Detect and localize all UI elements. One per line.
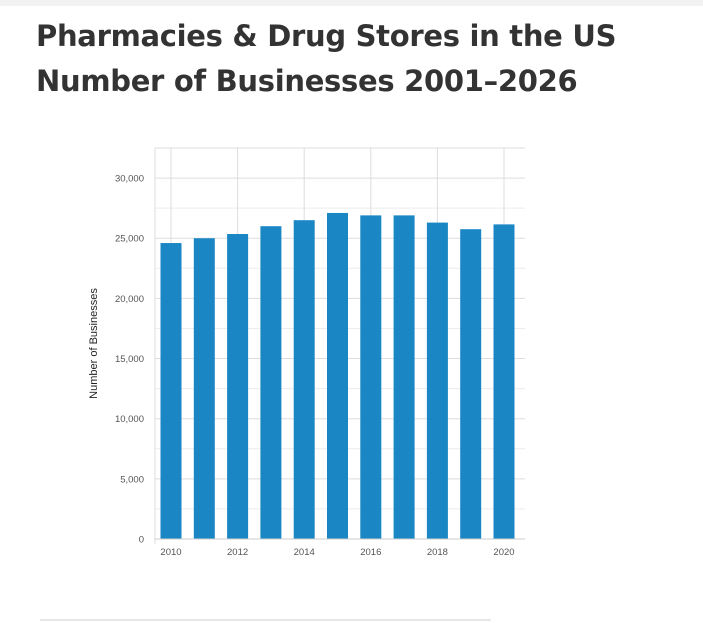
y-tick-label: 20,000 xyxy=(115,294,144,305)
x-tick-label: 2014 xyxy=(294,547,315,558)
page-title: Pharmacies & Drug Stores in the US Numbe… xyxy=(36,14,616,104)
divider xyxy=(40,619,491,621)
y-tick-label: 0 xyxy=(139,535,144,546)
y-tick-label: 15,000 xyxy=(115,354,144,365)
y-tick-label: 5,000 xyxy=(120,474,144,485)
bar-2018 xyxy=(426,222,448,540)
x-tick-label: 2018 xyxy=(427,547,448,558)
x-tick-label: 2020 xyxy=(493,547,514,558)
bar-2020 xyxy=(493,224,515,539)
y-tick-label: 30,000 xyxy=(115,174,144,185)
bar-2016 xyxy=(360,215,382,539)
title-line-1: Pharmacies & Drug Stores in the US xyxy=(36,19,617,53)
bar-2019 xyxy=(460,229,482,539)
top-strip xyxy=(0,0,703,6)
y-axis-label: Number of Businesses xyxy=(88,288,100,399)
bar-2014 xyxy=(293,220,315,539)
bar-2010 xyxy=(160,243,182,539)
y-tick-label: 25,000 xyxy=(115,234,144,245)
bar-2013 xyxy=(260,226,282,539)
y-tick-label: 10,000 xyxy=(115,414,144,425)
bar-2012 xyxy=(227,234,249,539)
x-tick-label: 2010 xyxy=(160,547,181,558)
x-tick-label: 2016 xyxy=(360,547,381,558)
title-line-2: Number of Businesses 2001–2026 xyxy=(36,64,578,98)
bar-2017 xyxy=(393,215,415,539)
bar-2011 xyxy=(193,238,215,539)
x-tick-label: 2012 xyxy=(227,547,248,558)
bar-2015 xyxy=(327,212,348,539)
